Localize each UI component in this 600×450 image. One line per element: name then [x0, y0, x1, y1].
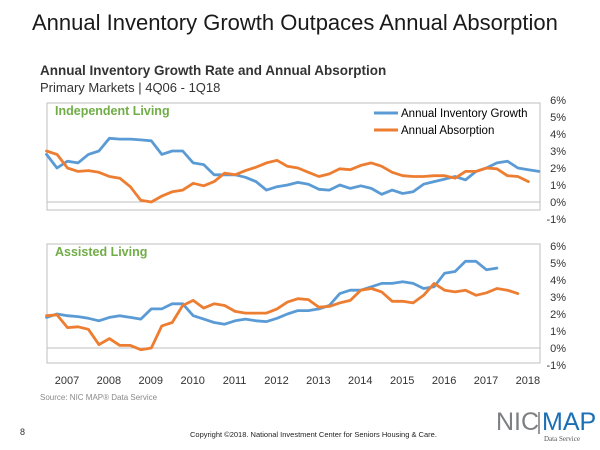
x-tick-label: 2009 [139, 375, 163, 387]
page-number: 8 [20, 427, 26, 437]
x-tick-label: 2014 [348, 375, 372, 387]
x-tick-label: 2010 [180, 375, 204, 387]
y-tick-label: -1% [546, 360, 566, 372]
y-tick-label: 0% [550, 343, 566, 355]
y-tick-label: 1% [550, 326, 566, 338]
y-tick-label: 4% [550, 129, 566, 141]
y-tick-label: -1% [546, 214, 566, 226]
y-tick-label: 3% [550, 146, 566, 158]
x-tick-label: 2007 [55, 375, 79, 387]
panel-frame-1 [46, 243, 541, 364]
slide-title: Annual Inventory Growth Outpaces Annual … [32, 10, 558, 35]
logo-map-text: MAP [542, 408, 597, 436]
logo-divider [538, 412, 540, 434]
series-line-absorption [45, 149, 530, 204]
x-tick-label: 2011 [223, 375, 247, 387]
y-tick-label: 1% [550, 180, 566, 192]
nic-map-logo: NIC MAP Data Service [496, 408, 596, 448]
x-tick-label: 2018 [516, 375, 540, 387]
y-tick-label: 0% [550, 197, 566, 209]
x-tick-label: 2015 [390, 375, 414, 387]
logo-nic-text: NIC [496, 408, 540, 436]
logo-subtext: Data Service [544, 435, 580, 443]
x-tick-label: 2017 [474, 375, 498, 387]
y-tick-label: 5% [550, 258, 566, 270]
chart-title: Annual Inventory Growth Rate and Annual … [40, 63, 387, 78]
copyright-notice: Copyright ©2018. National Investment Cen… [190, 430, 437, 439]
source-note: Source: NIC MAP® Data Service [40, 393, 158, 402]
x-tick-label: 2012 [264, 375, 288, 387]
x-tick-label: 2016 [432, 375, 456, 387]
x-tick-label: 2008 [97, 375, 121, 387]
y-tick-label: 3% [550, 292, 566, 304]
legend-label: Annual Inventory Growth [401, 108, 528, 120]
series-line-inventory-growth [45, 259, 499, 326]
y-tick-label: 5% [550, 112, 566, 124]
legend-label: Annual Absorption [401, 125, 494, 137]
y-tick-label: 2% [550, 309, 566, 321]
y-tick-label: 2% [550, 163, 566, 175]
x-tick-label: 2013 [306, 375, 330, 387]
chart-subtitle: Primary Markets | 4Q06 - 1Q18 [40, 80, 221, 95]
panel-label: Independent Living [55, 104, 170, 118]
y-tick-label: 6% [550, 95, 566, 107]
panel-label: Assisted Living [55, 245, 147, 259]
y-tick-label: 4% [550, 275, 566, 287]
series-line-absorption [45, 281, 520, 352]
y-tick-label: 6% [550, 241, 566, 253]
